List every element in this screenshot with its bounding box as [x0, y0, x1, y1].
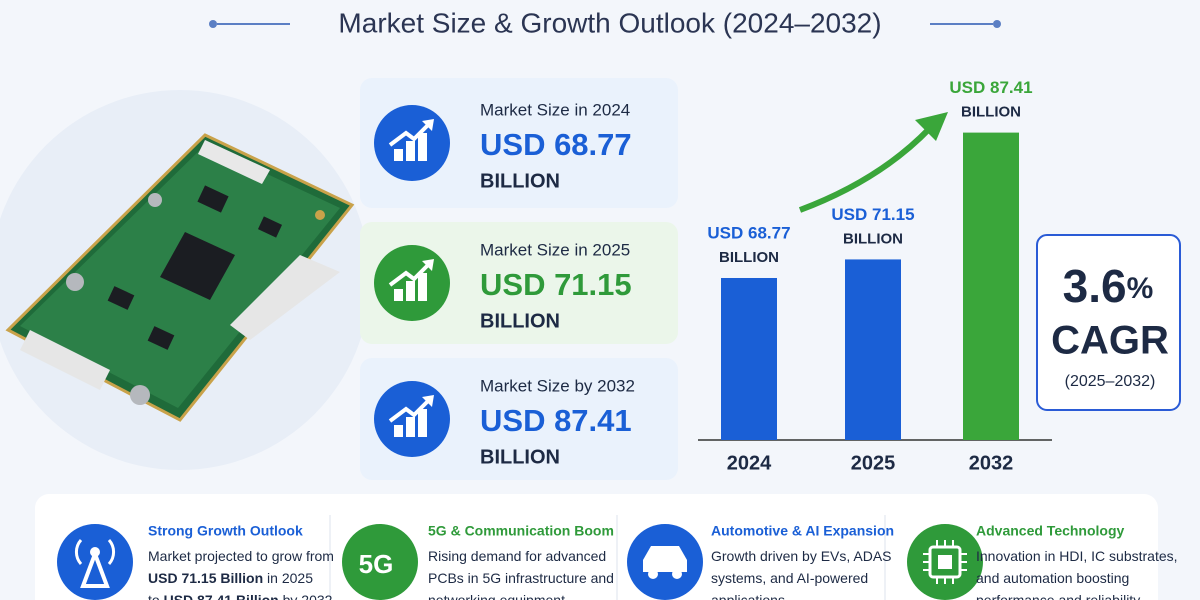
- card: [360, 78, 678, 208]
- icon-arrow: [388, 121, 432, 147]
- card-unit: BILLION: [480, 446, 560, 468]
- icon-bar: [406, 141, 415, 161]
- feature-icon: [57, 524, 133, 600]
- bar: [963, 132, 1019, 441]
- feature-line: and automation boosting: [976, 570, 1129, 586]
- icon-arrowhead: [422, 395, 434, 407]
- title: Market Size & Growth Outlook (2024–2032): [338, 7, 881, 38]
- feature-text: systems, and AI-powered: [711, 570, 868, 586]
- cagr-value: 3.6%: [1063, 260, 1154, 312]
- card-label: Market Size in 2024: [480, 100, 630, 119]
- icon-bar: [406, 417, 415, 437]
- antenna-dot: [90, 547, 100, 557]
- feature-line: to USD 87.41 Billion by 2032: [148, 592, 333, 600]
- card-value: USD 71.15: [480, 267, 632, 302]
- icon-bar: [394, 149, 403, 161]
- wheel: [672, 569, 682, 579]
- cagr-number: 3.6: [1063, 260, 1127, 312]
- card: [360, 222, 678, 344]
- feature-text: in 2025: [263, 570, 313, 586]
- value-label: USD 87.41: [949, 78, 1032, 97]
- feature-text: applications: [711, 592, 785, 600]
- feature-text: to: [148, 592, 164, 600]
- card-unit: BILLION: [480, 170, 560, 192]
- feature-text: Growth driven by EVs, ADAS: [711, 548, 892, 564]
- feature-line: USD 71.15 Billion in 2025: [148, 570, 313, 586]
- feature-text: performance and reliability: [976, 592, 1140, 600]
- card-unit: BILLION: [480, 310, 560, 332]
- feature-line: applications: [711, 592, 785, 600]
- feature-text: Market projected to grow from: [148, 548, 334, 564]
- pcb-image: [5, 133, 355, 422]
- icon-text: 5G: [359, 549, 394, 579]
- icon-bar: [394, 425, 403, 437]
- feature-text: USD 87.41 Billion: [164, 592, 279, 600]
- antenna: [80, 548, 110, 588]
- feature-text: Innovation in HDI, IC substrates,: [976, 548, 1178, 564]
- antenna-waves: [74, 539, 116, 565]
- card-label: Market Size by 2032: [480, 376, 635, 395]
- feature-text: by 2032: [279, 592, 333, 600]
- feature-text: and automation boosting: [976, 570, 1129, 586]
- cagr-period: (2025–2032): [1065, 373, 1156, 390]
- feature-title: Strong Growth Outlook: [148, 523, 303, 539]
- cagr-box: [1036, 234, 1181, 411]
- title-decoration: [209, 20, 1001, 28]
- chip-core: [938, 555, 952, 569]
- card-label: Market Size in 2025: [480, 240, 630, 259]
- feature-line: PCBs in 5G infrastructure and: [428, 570, 614, 586]
- cagr-label: CAGR: [1051, 319, 1169, 363]
- feature-text: PCBs in 5G infrastructure and: [428, 570, 614, 586]
- feature-text: networking equipment: [428, 592, 565, 600]
- feature-line: Innovation in HDI, IC substrates,: [976, 548, 1178, 564]
- icon-arrow: [388, 261, 432, 287]
- card-value: USD 87.41: [480, 403, 632, 438]
- icon-arrowhead: [422, 119, 434, 131]
- card-value: USD 68.77: [480, 127, 632, 162]
- feature-text: USD 71.15 Billion: [148, 570, 263, 586]
- dividers: [329, 515, 886, 600]
- icon-bar: [418, 409, 427, 437]
- feature-title: 5G & Communication Boom: [428, 523, 614, 539]
- value-label: USD 68.77: [707, 223, 790, 242]
- x-tick-label: 2032: [969, 452, 1014, 474]
- features-panel: [35, 494, 1158, 600]
- icon-bar: [418, 273, 427, 301]
- value-unit: BILLION: [719, 249, 779, 266]
- feature-line: performance and reliability: [976, 592, 1140, 600]
- bar: [721, 277, 777, 440]
- card: [360, 358, 678, 480]
- feature-line: Rising demand for advanced: [428, 548, 606, 564]
- feature-title: Advanced Technology: [976, 523, 1125, 539]
- icon-bar: [406, 281, 415, 301]
- value-unit: BILLION: [843, 230, 903, 247]
- feature-line: systems, and AI-powered: [711, 570, 868, 586]
- value-unit: BILLION: [961, 104, 1021, 121]
- feature-line: Growth driven by EVs, ADAS: [711, 548, 892, 564]
- x-tick-label: 2025: [851, 452, 896, 474]
- bar: [845, 259, 901, 440]
- feature-line: networking equipment: [428, 592, 565, 600]
- car: [643, 546, 687, 572]
- cagr-unit: %: [1127, 272, 1154, 305]
- icon-arrow: [388, 397, 432, 423]
- growth-arrow: [798, 112, 948, 213]
- feature-line: Market projected to grow from: [148, 548, 334, 564]
- icon-bar: [394, 289, 403, 301]
- x-tick-label: 2024: [727, 452, 772, 474]
- icon-arrowhead: [422, 259, 434, 271]
- icon-bar: [418, 133, 427, 161]
- feature-title: Automotive & AI Expansion: [711, 523, 894, 539]
- wheel: [648, 569, 658, 579]
- feature-text: Rising demand for advanced: [428, 548, 606, 564]
- feature-icon: [342, 524, 418, 600]
- value-label: USD 71.15: [831, 205, 914, 224]
